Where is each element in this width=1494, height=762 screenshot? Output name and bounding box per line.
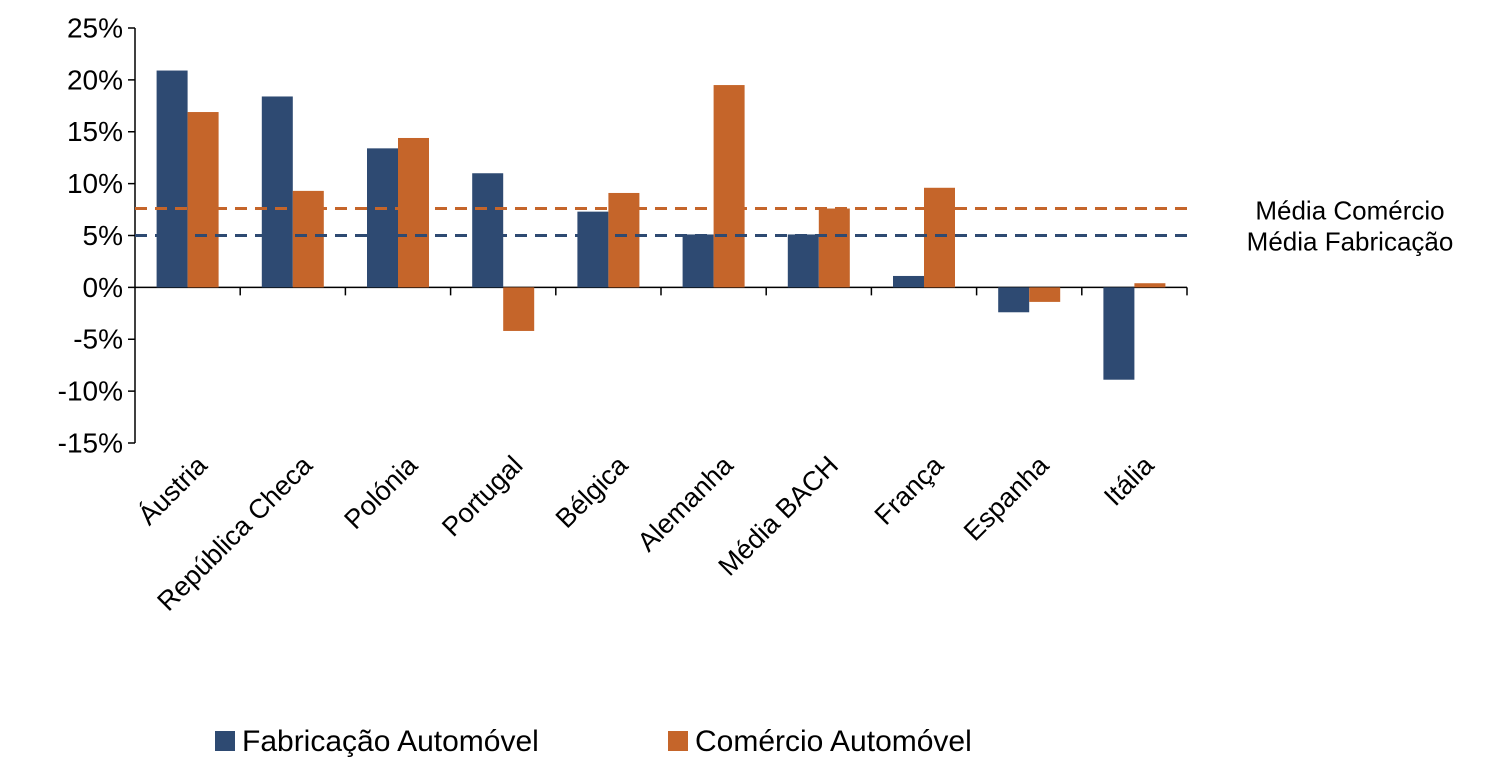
legend-label: Fabricação Automóvel (242, 725, 539, 758)
x-tick-label: Alemanha (632, 449, 740, 557)
bar (1103, 287, 1135, 380)
legend-swatch (668, 731, 688, 751)
bar (924, 187, 955, 288)
y-tick-label: 25% (67, 12, 123, 43)
bar (818, 208, 850, 288)
y-tick-label: 20% (67, 64, 123, 95)
y-tick-label: -10% (58, 376, 123, 407)
bar (503, 287, 535, 331)
bar (156, 70, 188, 288)
bar (682, 234, 714, 288)
x-tick-label: Itália (1098, 449, 1160, 511)
bar (893, 275, 924, 288)
x-tick-label: Polónia (338, 449, 424, 535)
reference-label: Média Fabricação (1247, 226, 1454, 256)
x-tick-label: Bélgica (550, 449, 635, 534)
bar (713, 85, 745, 288)
bar (261, 96, 293, 288)
y-tick-label: -15% (58, 427, 123, 458)
bar (472, 173, 504, 288)
y-tick-label: 0% (83, 272, 123, 303)
legend-label: Comércio Automóvel (695, 725, 972, 758)
bar (998, 287, 1030, 313)
y-tick-label: -5% (73, 324, 123, 355)
y-tick-label: 15% (67, 116, 123, 147)
bar (787, 234, 819, 288)
bar (577, 211, 609, 288)
x-tick-label: Espanha (958, 449, 1055, 546)
legend-swatch (215, 731, 235, 751)
y-tick-label: 5% (83, 220, 123, 251)
bar (1134, 283, 1166, 288)
bar (367, 148, 398, 288)
bar (1029, 287, 1061, 302)
y-tick-label: 10% (67, 168, 123, 199)
x-tick-label: Portugal (436, 450, 528, 542)
bar (187, 112, 219, 288)
reference-label: Média Comércio (1255, 195, 1444, 225)
x-tick-label: França (869, 449, 950, 530)
bar (398, 137, 429, 288)
bar (292, 190, 324, 288)
x-tick-label: Áustria (132, 449, 213, 530)
